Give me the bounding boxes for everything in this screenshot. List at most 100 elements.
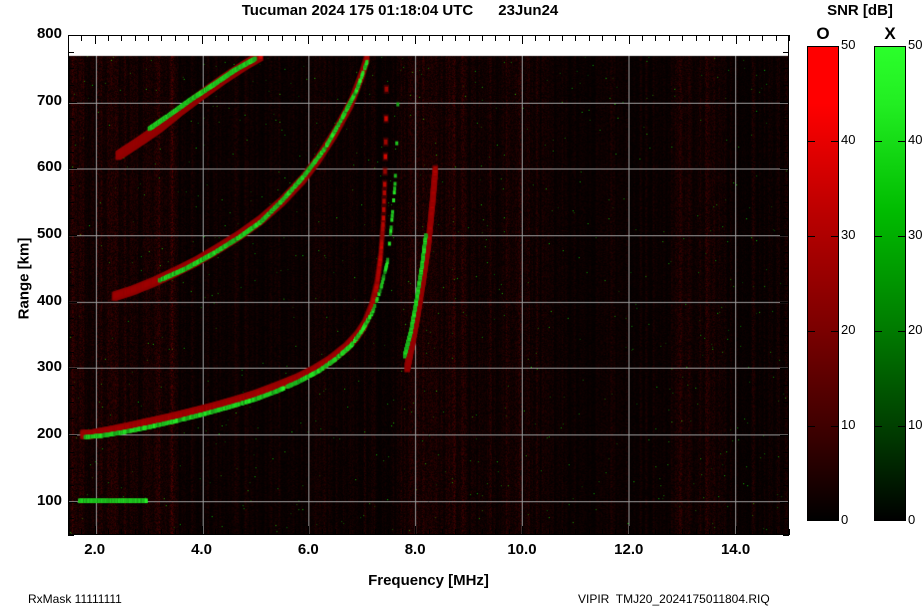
x-tick-minor-top — [455, 35, 456, 41]
x-tick-minor — [215, 529, 216, 535]
colorbar-o-mode[interactable] — [807, 46, 839, 521]
ionogram-plot[interactable] — [68, 35, 789, 535]
y-tick-minor — [68, 218, 74, 219]
colorbar-x-tick-label: 0 — [908, 512, 922, 527]
x-tick-minor — [108, 529, 109, 535]
colorbar-o-tick-label: 10 — [841, 417, 867, 432]
y-tick-major-right — [780, 302, 789, 303]
colorbar-o-tick-label: 30 — [841, 227, 867, 242]
x-tick-minor-top — [469, 35, 470, 41]
x-tick-minor-top — [655, 35, 656, 41]
x-tick-label: 10.0 — [492, 541, 552, 558]
x-tick-minor — [669, 529, 670, 535]
y-tick-minor — [68, 285, 74, 286]
x-tick-minor-top — [682, 35, 683, 41]
x-tick-minor — [402, 529, 403, 535]
x-tick-minor — [509, 529, 510, 535]
y-tick-minor-right — [783, 318, 789, 319]
x-tick-minor-top — [81, 35, 82, 41]
x-tick-minor-top — [362, 35, 363, 41]
x-tick-minor-top — [322, 35, 323, 41]
y-tick-minor-right — [783, 468, 789, 469]
x-tick-minor — [469, 529, 470, 535]
colorbar-o-tick — [807, 141, 815, 142]
x-tick-label: 6.0 — [278, 541, 338, 558]
y-tick-minor-right — [783, 52, 789, 53]
y-tick-minor — [68, 418, 74, 419]
x-tick-minor-top — [482, 35, 483, 41]
x-tick-minor — [148, 529, 149, 535]
x-tick-minor-top — [776, 35, 777, 41]
x-tick-minor — [562, 529, 563, 535]
y-tick-minor-right — [783, 352, 789, 353]
colorbar-x-tick — [874, 236, 882, 237]
y-tick-minor-right — [783, 418, 789, 419]
x-tick-minor — [776, 529, 777, 535]
x-tick-minor-top — [348, 35, 349, 41]
colorbar-o-tick — [831, 141, 839, 142]
colorbar-o-tick — [807, 236, 815, 237]
y-tick-minor — [68, 485, 74, 486]
colorbar-x-mode[interactable] — [874, 46, 906, 521]
x-tick-minor — [709, 529, 710, 535]
x-tick-major — [202, 526, 203, 535]
y-tick-major — [68, 235, 77, 236]
x-tick-minor — [429, 529, 430, 535]
colorbar-x-tick — [898, 236, 906, 237]
y-tick-major-right — [780, 102, 789, 103]
x-tick-minor — [175, 529, 176, 535]
x-tick-minor — [188, 529, 189, 535]
x-tick-major — [736, 526, 737, 535]
y-tick-major-right — [780, 168, 789, 169]
x-tick-major-top — [522, 35, 523, 44]
y-tick-minor-right — [783, 218, 789, 219]
x-tick-major — [308, 526, 309, 535]
y-tick-minor — [68, 452, 74, 453]
x-tick-minor-top — [175, 35, 176, 41]
y-tick-minor — [68, 152, 74, 153]
y-tick-minor — [68, 68, 74, 69]
colorbar-o-tick-label: 20 — [841, 322, 867, 337]
y-tick-label: 300 — [6, 358, 62, 375]
x-tick-minor-top — [148, 35, 149, 41]
x-tick-minor — [81, 529, 82, 535]
x-tick-minor-top — [335, 35, 336, 41]
y-tick-label: 400 — [6, 292, 62, 309]
ionogram-canvas[interactable] — [69, 36, 788, 534]
x-tick-minor-top — [375, 35, 376, 41]
colorbar-o-tick — [831, 236, 839, 237]
colorbar-title: SNR [dB] — [798, 2, 922, 19]
x-tick-label: 8.0 — [385, 541, 445, 558]
y-tick-minor-right — [783, 285, 789, 286]
y-tick-minor — [68, 352, 74, 353]
colorbar-x-tick — [874, 331, 882, 332]
x-tick-minor-top — [215, 35, 216, 41]
x-tick-minor-top — [228, 35, 229, 41]
x-tick-minor-top — [562, 35, 563, 41]
colorbar-x-tick-label: 40 — [908, 132, 922, 147]
x-tick-minor-top — [429, 35, 430, 41]
y-tick-major — [68, 368, 77, 369]
y-tick-minor-right — [783, 135, 789, 136]
x-tick-minor-top — [602, 35, 603, 41]
y-tick-major — [68, 102, 77, 103]
colorbar-o-tick — [831, 426, 839, 427]
x-tick-label: 4.0 — [172, 541, 232, 558]
y-tick-minor — [68, 468, 74, 469]
x-tick-major-top — [95, 35, 96, 44]
y-tick-label: 100 — [6, 492, 62, 509]
x-tick-minor-top — [282, 35, 283, 41]
colorbar-x-letter: X — [873, 24, 907, 44]
x-tick-minor — [682, 529, 683, 535]
colorbar-x-tick — [898, 426, 906, 427]
x-tick-minor-top — [388, 35, 389, 41]
x-tick-minor-top — [696, 35, 697, 41]
y-tick-major — [68, 35, 77, 36]
x-tick-minor — [348, 529, 349, 535]
x-tick-minor — [268, 529, 269, 535]
x-tick-minor — [135, 529, 136, 535]
colorbar-o-tick — [807, 426, 815, 427]
x-tick-minor — [535, 529, 536, 535]
y-tick-major — [68, 302, 77, 303]
colorbar-x-tick — [874, 426, 882, 427]
